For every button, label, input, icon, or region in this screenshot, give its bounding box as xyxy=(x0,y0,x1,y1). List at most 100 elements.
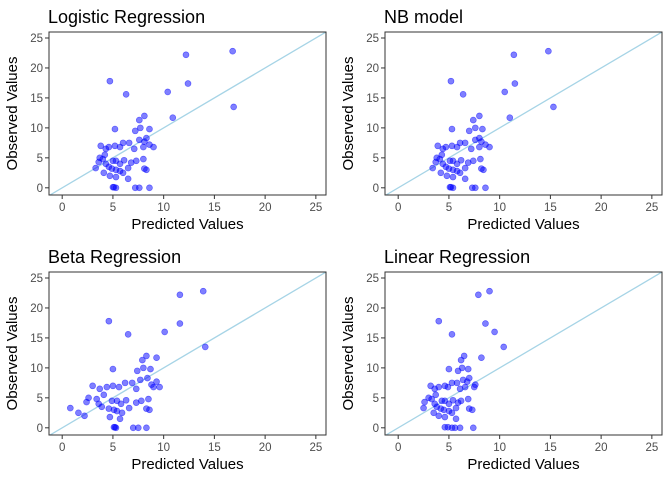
x-tick-label: 0 xyxy=(59,442,65,454)
x-tick-label: 20 xyxy=(259,442,272,454)
data-point xyxy=(132,157,140,165)
data-point xyxy=(468,406,476,414)
data-point xyxy=(477,155,484,163)
data-point xyxy=(432,391,440,399)
data-point xyxy=(501,88,509,96)
data-point xyxy=(109,365,117,373)
data-point xyxy=(176,291,184,299)
data-point xyxy=(117,400,125,408)
data-point xyxy=(128,379,136,387)
data-point xyxy=(453,160,461,168)
data-point xyxy=(144,374,151,382)
x-tick-label: 0 xyxy=(59,202,65,214)
data-point xyxy=(461,175,469,183)
x-tick-label: 0 xyxy=(395,442,401,454)
data-point xyxy=(96,385,104,393)
data-point xyxy=(106,172,114,180)
data-point xyxy=(464,365,472,373)
data-point xyxy=(105,317,113,325)
data-point xyxy=(83,398,90,406)
data-point xyxy=(115,383,123,391)
data-point xyxy=(441,413,449,421)
data-point xyxy=(229,47,236,55)
data-point xyxy=(119,139,127,147)
plot-frame xyxy=(48,31,327,196)
data-point xyxy=(453,379,461,387)
data-point xyxy=(147,365,154,373)
data-point xyxy=(486,143,493,151)
data-point xyxy=(475,291,482,299)
data-point xyxy=(101,151,109,159)
data-point xyxy=(469,157,477,165)
data-point xyxy=(456,169,464,177)
data-point xyxy=(491,328,498,336)
data-point xyxy=(156,383,163,391)
plot-frame xyxy=(384,271,663,436)
y-tick-label: 25 xyxy=(366,33,379,45)
data-point xyxy=(461,164,469,172)
data-point xyxy=(472,136,479,144)
data-point xyxy=(480,166,487,174)
data-point xyxy=(445,365,453,373)
data-point xyxy=(130,145,138,153)
data-point xyxy=(137,124,144,132)
y-tick-label: 0 xyxy=(37,423,43,435)
data-point xyxy=(470,383,478,391)
data-point xyxy=(138,397,145,405)
x-axis-label: Predicted Values xyxy=(131,216,243,233)
data-point xyxy=(421,398,428,406)
data-point xyxy=(445,400,453,408)
scatter-panel-2: 0 5 10 15 20 25 0 5 10 15 20 25 NB model Predicted Va… xyxy=(340,7,663,233)
data-point xyxy=(150,383,157,391)
x-axis-label: Predicted Values xyxy=(131,456,243,473)
data-point xyxy=(143,352,150,360)
data-point xyxy=(146,184,153,192)
chart-title: Beta Regression xyxy=(48,247,181,267)
data-point xyxy=(95,158,103,166)
data-point xyxy=(122,396,130,404)
data-point xyxy=(486,287,493,295)
y-tick-label: 25 xyxy=(30,33,43,45)
y-tick-label: 5 xyxy=(373,153,379,165)
data-point xyxy=(169,114,177,121)
data-point xyxy=(124,175,132,183)
x-tick-label: 20 xyxy=(595,202,608,214)
y-tick-label: 25 xyxy=(366,273,379,285)
data-point xyxy=(176,320,184,327)
data-point xyxy=(106,77,114,85)
x-tick-label: 10 xyxy=(493,202,506,214)
data-point xyxy=(448,409,456,417)
y-tick-label: 0 xyxy=(373,423,379,435)
x-tick-label: 5 xyxy=(446,202,452,214)
chart-title: Linear Regression xyxy=(384,247,530,267)
chart-title: NB model xyxy=(384,7,463,27)
y-axis-label: Observed Values xyxy=(340,57,357,171)
data-point xyxy=(134,424,142,432)
plot-frame xyxy=(48,271,327,436)
reference-line xyxy=(385,272,662,435)
data-point xyxy=(116,160,124,168)
data-point xyxy=(443,172,451,180)
y-tick-label: 20 xyxy=(366,63,379,75)
y-tick-label: 0 xyxy=(373,183,379,195)
data-point xyxy=(457,397,465,405)
data-point xyxy=(109,382,117,390)
data-point xyxy=(452,415,460,423)
scatter-panel-1: 0 5 10 15 20 25 0 5 10 15 20 25 Logistic Regression P… xyxy=(4,7,327,233)
data-point xyxy=(449,173,457,181)
x-tick-label: 20 xyxy=(259,202,272,214)
y-axis-label: Observed Values xyxy=(4,297,21,411)
x-tick-label: 25 xyxy=(309,202,322,214)
data-point xyxy=(465,127,473,135)
data-points xyxy=(92,47,237,192)
data-point xyxy=(500,343,508,351)
data-point xyxy=(461,139,469,147)
data-point xyxy=(469,116,477,124)
scatter-panel-4: 0 5 10 15 20 25 0 5 10 15 20 25 Linear Regression Pre… xyxy=(340,247,663,473)
data-point xyxy=(89,382,96,390)
data-point xyxy=(124,331,132,338)
y-axis-label: Observed Values xyxy=(4,57,21,171)
data-point xyxy=(136,184,143,192)
x-tick-label: 20 xyxy=(595,442,608,454)
